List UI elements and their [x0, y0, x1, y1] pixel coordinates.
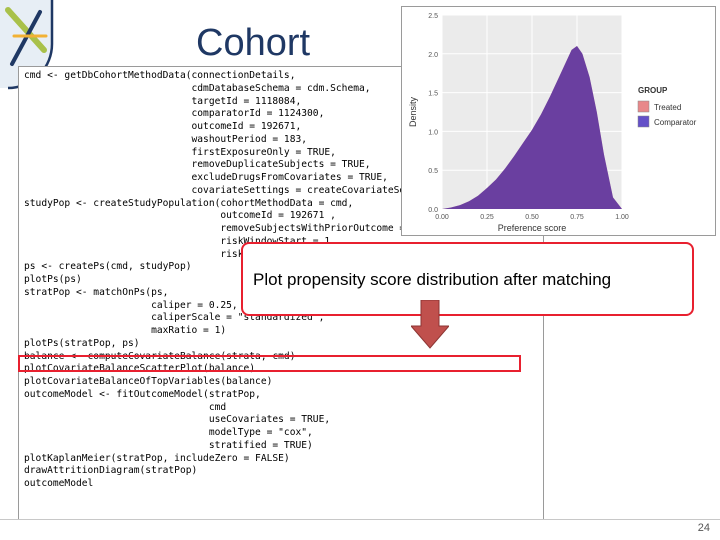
code-line: stratified = TRUE): [208, 439, 313, 451]
callout-box: Plot propensity score distribution after…: [241, 242, 694, 316]
y-axis-label: Density: [408, 96, 418, 127]
x-tick-label: 1.00: [615, 214, 629, 221]
legend-label: Treated: [654, 103, 681, 112]
density-area-comparator: [442, 46, 622, 209]
down-arrow-icon: [411, 300, 449, 349]
code-line: ps <- createPs(cmd, studyPop): [24, 261, 192, 273]
code-line: removeSubjectsWithPriorOutcome = TRUE,: [220, 223, 440, 234]
x-tick-label: 0.75: [570, 214, 584, 221]
legend-label: Comparator: [654, 118, 697, 127]
code-line: plotKaplanMeier(stratPop, includeZero = …: [24, 452, 290, 464]
code-line: targetId = 1118084,: [191, 95, 302, 107]
code-block: cmd <- getDbCohortMethodData(connectionD…: [24, 70, 475, 491]
code-line: covariateSettings = createCovariateSetti…: [191, 184, 475, 196]
code-line: plotPs(ps): [24, 274, 82, 285]
code-line: plotCovariateBalanceScatterPlot(balance): [24, 363, 256, 375]
code-highlight-box: [18, 355, 521, 372]
code-line: plotPs(stratPop, ps): [24, 337, 140, 349]
code-line: maxRatio = 1): [151, 325, 227, 336]
legend-swatch: [637, 100, 650, 113]
footer-divider: [0, 519, 720, 520]
code-line: plotCovariateBalanceOfTopVariables(balan…: [24, 376, 273, 387]
x-tick-label: 0.50: [525, 214, 539, 221]
y-tick-label: 2.5: [428, 13, 438, 20]
density-plot-panel: 0.0 0.5 1.0 1.5 2.0 2.5 0.00 0.25 0.50 0.75 1.00 Pr…: [401, 6, 716, 236]
code-line: firstExposureOnly = TRUE,: [191, 146, 336, 158]
y-tick-label: 2.0: [428, 52, 438, 59]
code-line: outcomeModel <- fitOutcomeModel(stratPop…: [24, 388, 261, 400]
y-tick-label: 0.5: [428, 168, 438, 175]
y-tick-label: 0.0: [428, 207, 438, 214]
code-line: studyPop <- createStudyPopulation(cohort…: [24, 197, 354, 209]
page-number: 24: [697, 522, 710, 534]
code-line: cdmDatabaseSchema = cdm.Schema,: [191, 82, 371, 94]
slide-title: Cohort: [196, 22, 311, 64]
code-line: washoutPeriod = 183,: [191, 133, 308, 145]
x-tick-label: 0.25: [480, 214, 494, 221]
legend-title: GROUP: [638, 86, 668, 95]
code-line: caliper = 0.25,: [151, 299, 238, 311]
callout-text: Plot propensity score distribution after…: [253, 270, 612, 289]
code-line: outcomeModel: [24, 478, 94, 489]
code-line: useCovariates = TRUE,: [208, 414, 331, 426]
code-line: outcomeId = 192671 ,: [220, 210, 336, 222]
x-tick-label: 0.00: [435, 214, 449, 221]
density-chart: 0.0 0.5 1.0 1.5 2.0 2.5 0.00 0.25 0.50 0.75 1.00 Pr…: [408, 13, 697, 233]
code-line: modelType = "cox",: [208, 427, 313, 438]
code-line: outcomeId = 192671,: [191, 121, 302, 132]
code-line: comparatorId = 1124300,: [191, 108, 325, 120]
legend-swatch: [637, 115, 650, 128]
y-tick-label: 1.5: [428, 91, 438, 98]
code-line: excludeDrugsFromCovariates = TRUE,: [191, 172, 388, 183]
code-line: caliperScale = "standardized",: [151, 312, 325, 324]
code-line: cmd <- getDbCohortMethodData(connectionD…: [24, 70, 296, 81]
code-line: removeDuplicateSubjects = TRUE,: [191, 159, 371, 171]
code-line: drawAttritionDiagram(stratPop): [24, 465, 198, 477]
code-line: stratPop <- matchOnPs(ps,: [24, 286, 169, 298]
x-axis-label: Preference score: [498, 223, 567, 233]
code-line: cmd: [208, 401, 227, 413]
code-line: riskWindowStart = 1,: [24, 236, 336, 247]
y-tick-label: 1.0: [428, 129, 438, 136]
